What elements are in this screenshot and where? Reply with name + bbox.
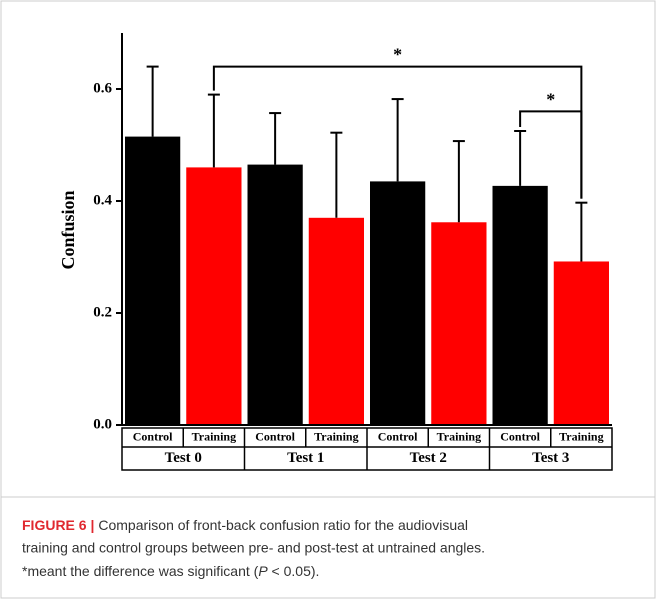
caption-text: P [258, 563, 268, 579]
x-sub-label: Control [133, 429, 173, 443]
x-sub-label: Training [437, 429, 481, 443]
x-sub-label: Training [559, 429, 603, 443]
bar [247, 164, 303, 425]
bar [186, 167, 242, 425]
bar [125, 136, 181, 425]
x-tick-label: Test 0 [165, 450, 202, 466]
bar [553, 261, 609, 425]
x-tick-label: Test 3 [532, 450, 569, 466]
x-tick-label: Test 1 [287, 450, 324, 466]
y-axis-label: Confusion [58, 190, 78, 269]
annotation: * [546, 90, 555, 110]
caption-line: *meant the difference was significant (P… [22, 563, 319, 579]
annotation: * [393, 45, 402, 65]
caption-line: FIGURE 6 | Comparison of front-back confu… [22, 517, 468, 533]
x-sub-label: Control [255, 429, 295, 443]
y-tick-label: 0.2 [93, 304, 112, 320]
caption-text: < 0.05). [268, 563, 320, 579]
caption-text: training and control groups between pre-… [22, 540, 485, 556]
bar [431, 222, 487, 425]
y-tick-label: 0.6 [93, 80, 112, 96]
bar [370, 181, 426, 425]
y-tick-label: 0.0 [93, 416, 112, 432]
significance-bracket [519, 110, 583, 199]
caption-text: *meant the difference was significant ( [22, 563, 259, 579]
bar [492, 185, 548, 425]
x-sub-label: Training [192, 429, 236, 443]
x-sub-label: Control [500, 429, 540, 443]
bar [308, 217, 364, 425]
y-tick-label: 0.4 [93, 192, 112, 208]
x-sub-label: Control [378, 429, 418, 443]
x-tick-label: Test 2 [410, 450, 447, 466]
caption-label: FIGURE 6 | [22, 517, 94, 533]
x-sub-label: Training [314, 429, 358, 443]
caption-text: Comparison of front-back confusion ratio… [98, 517, 468, 533]
